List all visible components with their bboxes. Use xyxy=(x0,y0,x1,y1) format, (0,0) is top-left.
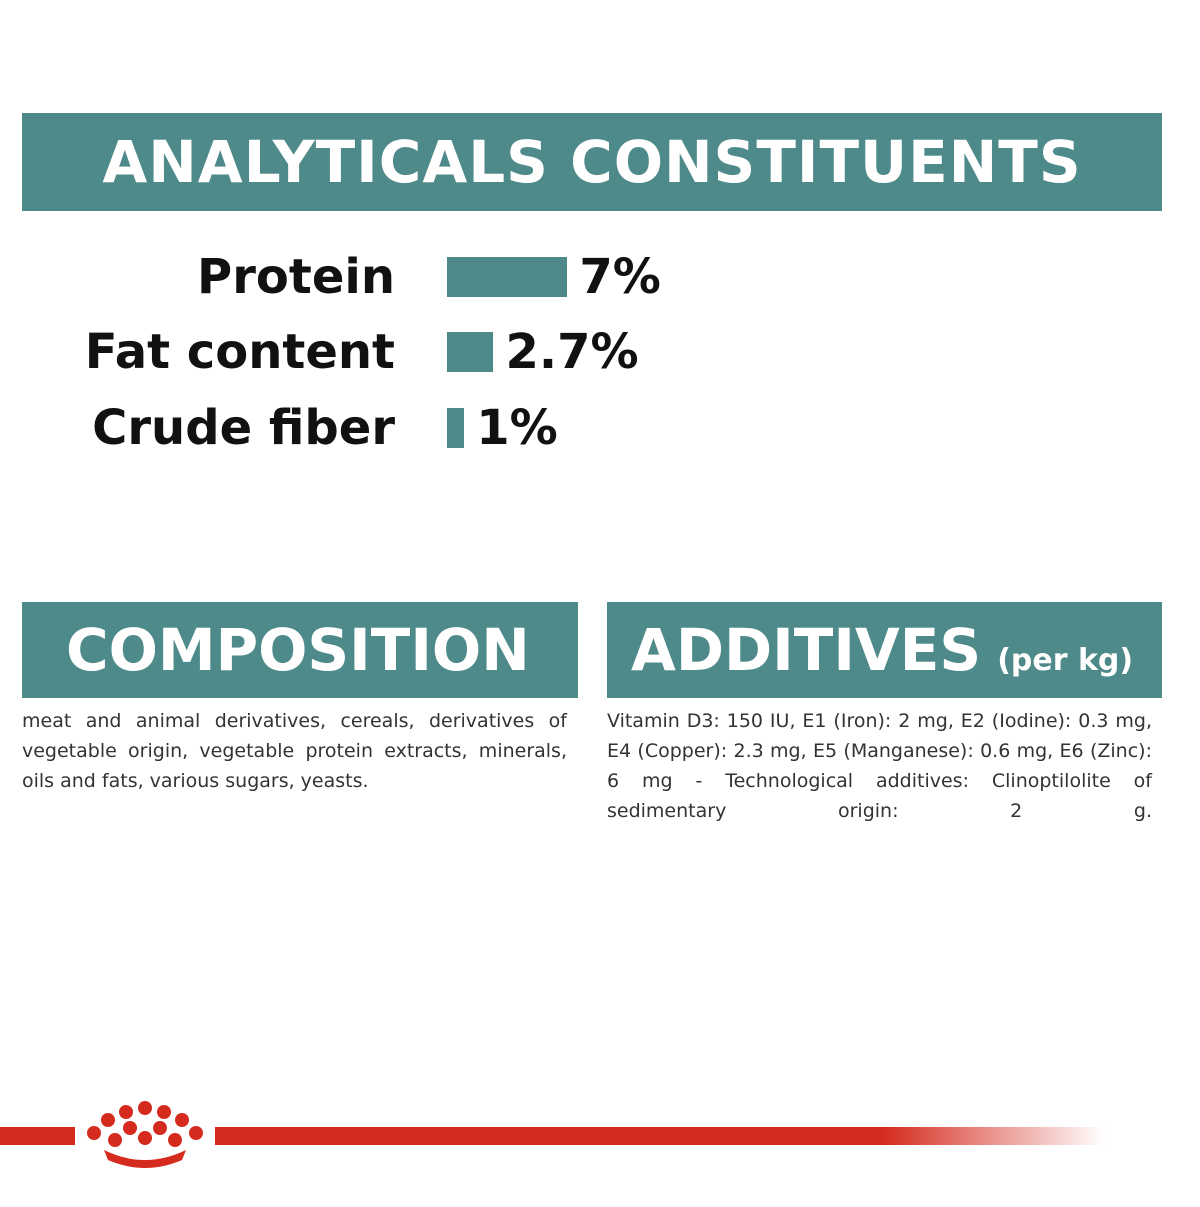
bar xyxy=(447,257,568,297)
section-title: ANALYTICALS CONSTITUENTS xyxy=(102,128,1082,196)
value-label: 7% xyxy=(579,249,661,305)
category-label: Protein xyxy=(197,249,395,305)
section-title: COMPOSITION xyxy=(66,616,530,684)
footer-line xyxy=(0,1127,75,1145)
section-title: ADDITIVES xyxy=(631,616,982,684)
category-label: Crude fiber xyxy=(92,400,395,456)
value-label: 2.7% xyxy=(505,324,639,380)
section-subtitle: (per kg) xyxy=(997,643,1134,678)
composition-text: meat and animal derivatives, cereals, de… xyxy=(22,710,567,792)
bar xyxy=(447,332,494,372)
footer-line xyxy=(215,1127,1105,1145)
header-band: COMPOSITION xyxy=(22,602,578,698)
bar xyxy=(447,408,465,448)
value-label: 1% xyxy=(476,400,558,456)
header-band: ANALYTICALS CONSTITUENTS xyxy=(22,113,1162,211)
header-band: ADDITIVES (per kg) xyxy=(607,602,1162,698)
additives-text: Vitamin D3: 150 IU, E1 (Iron): 2 mg, E2 … xyxy=(607,710,1152,822)
category-label: Fat content xyxy=(84,324,395,380)
logo xyxy=(87,1101,203,1168)
